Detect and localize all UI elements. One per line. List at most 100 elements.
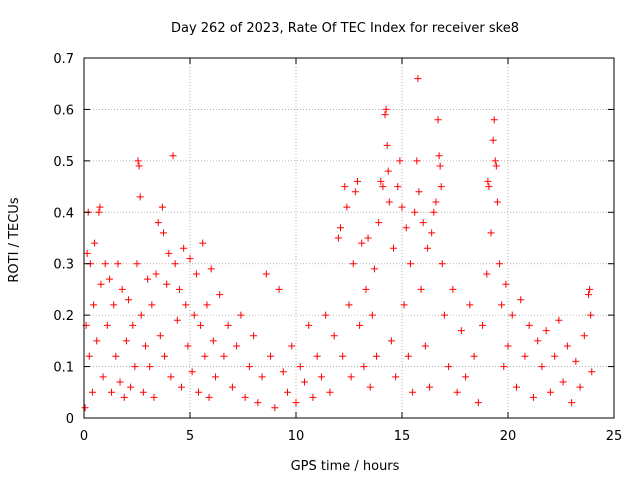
data-point [368, 311, 376, 319]
data-point [358, 239, 366, 247]
data-point [502, 280, 510, 288]
data-point [180, 244, 188, 252]
data-point [406, 260, 414, 268]
data-point [576, 383, 584, 391]
data-point [116, 378, 124, 386]
data-point [284, 388, 292, 396]
data-point [457, 327, 465, 335]
data-point [483, 270, 491, 278]
data-point [296, 363, 304, 371]
data-point [434, 116, 442, 124]
data-point [194, 388, 202, 396]
data-point [375, 219, 383, 227]
data-point [409, 388, 417, 396]
data-point [437, 183, 445, 191]
data-point [419, 219, 427, 227]
data-point [254, 399, 262, 407]
data-point [493, 198, 501, 206]
data-point [326, 388, 334, 396]
data-point [188, 368, 196, 376]
y-axis-ticks: 0 0.1 0.2 0.3 0.4 0.5 0.6 0.7 [53, 52, 614, 427]
data-point [555, 316, 563, 324]
data-point [207, 265, 215, 273]
data-point [309, 393, 317, 401]
data-point [105, 275, 113, 283]
data-point [129, 321, 137, 329]
data-point [148, 301, 156, 309]
data-point [587, 311, 595, 319]
data-point [462, 373, 470, 381]
data-point [135, 162, 143, 170]
data-point [398, 203, 406, 211]
data-point [432, 198, 440, 206]
data-point [559, 378, 567, 386]
data-point [122, 337, 130, 345]
data-point [387, 337, 395, 345]
data-point [201, 352, 209, 360]
data-point [538, 363, 546, 371]
data-point [158, 203, 166, 211]
data-point [508, 311, 516, 319]
data-point [203, 301, 211, 309]
data-point [366, 383, 374, 391]
data-point [396, 157, 404, 165]
data-point [360, 363, 368, 371]
data-point [182, 301, 190, 309]
data-point [205, 393, 213, 401]
y-tick-label: 0 [66, 412, 74, 427]
data-point [245, 363, 253, 371]
data-point [108, 388, 116, 396]
data-point [362, 285, 370, 293]
data-point [588, 368, 596, 376]
data-point [169, 152, 177, 160]
data-point [112, 352, 120, 360]
data-point [99, 373, 107, 381]
data-point [440, 311, 448, 319]
data-point [394, 183, 402, 191]
data-point [262, 270, 270, 278]
data-point [453, 388, 461, 396]
x-tick-label: 25 [606, 429, 623, 444]
data-point [487, 229, 495, 237]
data-point [438, 260, 446, 268]
data-point [572, 357, 580, 365]
data-point [498, 301, 506, 309]
data-point [474, 399, 482, 407]
y-axis-label: ROTI / TECUs [7, 197, 22, 282]
data-point [500, 363, 508, 371]
data-point [131, 363, 139, 371]
data-point [351, 188, 359, 196]
data-point [517, 296, 525, 304]
data-point [199, 239, 207, 247]
data-point [178, 383, 186, 391]
data-point [334, 234, 342, 242]
data-point [417, 285, 425, 293]
data-point [512, 383, 520, 391]
data-point [313, 352, 321, 360]
y-tick-label: 0.3 [53, 258, 74, 273]
data-point [220, 352, 228, 360]
data-point [110, 301, 118, 309]
data-point [485, 183, 493, 191]
grid-lines [84, 58, 614, 418]
data-point [154, 219, 162, 227]
data-point [96, 203, 104, 211]
data-point [192, 270, 200, 278]
x-tick-label: 20 [500, 429, 517, 444]
data-point [343, 203, 351, 211]
y-tick-label: 0.5 [53, 155, 74, 170]
y-tick-label: 0.4 [53, 206, 74, 221]
data-point [120, 393, 128, 401]
data-point [258, 373, 266, 381]
data-point [347, 373, 355, 381]
data-point [496, 260, 504, 268]
data-point [430, 208, 438, 216]
y-tick-label: 0.7 [53, 52, 74, 67]
data-point [568, 399, 576, 407]
data-point [93, 337, 101, 345]
data-point [233, 342, 241, 350]
data-point [384, 167, 392, 175]
data-point [383, 141, 391, 149]
data-point [173, 316, 181, 324]
